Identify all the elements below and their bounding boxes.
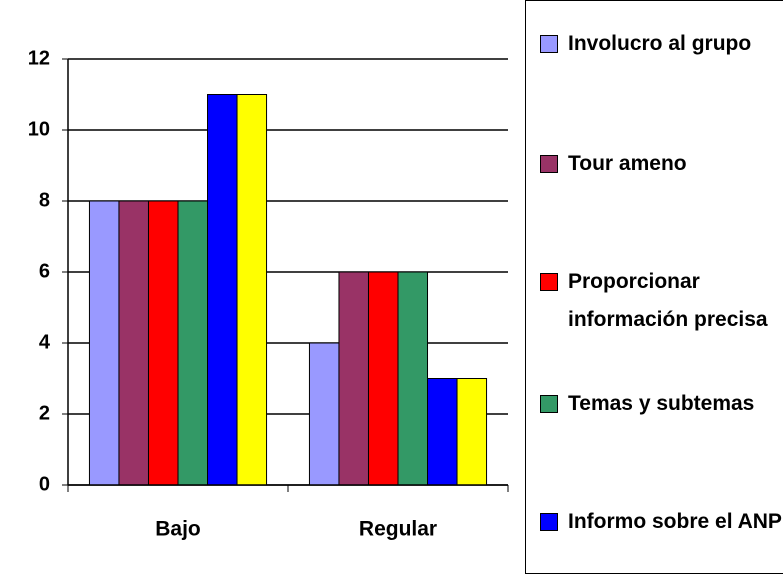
legend-label: Tour ameno	[568, 152, 687, 175]
x-tick-label: Regular	[359, 518, 437, 541]
bar	[207, 94, 238, 486]
legend-swatch	[540, 35, 558, 53]
legend-label: Proporcionar información precisa	[568, 270, 768, 331]
y-tick-label: 2	[39, 402, 50, 424]
bar	[456, 378, 488, 486]
bar	[118, 200, 149, 486]
bar	[367, 271, 399, 486]
legend: Involucro al grupo Tour ameno Proporcionar…	[525, 0, 783, 574]
plot: 0 2 4 6 8 10 12 Bajo Regular	[28, 47, 509, 541]
legend-label: Involucro al grupo	[568, 32, 752, 55]
bar	[177, 200, 209, 486]
legend-item: Temas y subtemas	[540, 385, 783, 423]
legend-swatch	[540, 395, 558, 413]
y-tick-label: 12	[28, 47, 50, 69]
x-tick-label: Bajo	[155, 518, 201, 541]
legend-item: Informo sobre el ANP	[540, 503, 783, 541]
legend-swatch	[540, 513, 558, 531]
y-tick-label: 8	[39, 189, 50, 211]
legend-item: Tour ameno	[540, 145, 783, 183]
bar	[397, 271, 429, 486]
y-tick-label: 10	[28, 118, 50, 140]
legend-item: Involucro al grupo	[540, 25, 783, 63]
bar	[147, 200, 179, 486]
legend-label: Informo sobre el ANP	[568, 510, 782, 533]
bar	[308, 342, 340, 486]
y-tick-label: 0	[39, 473, 50, 495]
legend-swatch	[540, 155, 558, 173]
legend-swatch	[540, 273, 558, 291]
y-tick-label: 4	[39, 331, 51, 353]
bar	[338, 271, 369, 486]
legend-item: Proporcionar información precisa	[540, 263, 783, 339]
bar	[88, 200, 120, 486]
bar	[427, 378, 458, 486]
bar	[236, 94, 268, 486]
y-tick-label: 6	[39, 260, 50, 282]
legend-label: Temas y subtemas	[568, 392, 755, 415]
